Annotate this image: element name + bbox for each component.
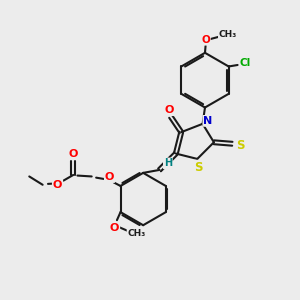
Text: O: O <box>110 223 119 233</box>
Text: O: O <box>105 172 114 182</box>
Text: O: O <box>53 180 62 190</box>
Text: N: N <box>203 116 213 126</box>
Text: O: O <box>165 105 174 115</box>
Text: Cl: Cl <box>240 58 251 68</box>
Text: S: S <box>194 161 203 174</box>
Text: O: O <box>69 149 78 159</box>
Text: CH₃: CH₃ <box>219 31 237 40</box>
Text: S: S <box>236 139 245 152</box>
Text: CH₃: CH₃ <box>128 229 146 238</box>
Text: O: O <box>201 35 210 45</box>
Text: H: H <box>164 158 172 168</box>
